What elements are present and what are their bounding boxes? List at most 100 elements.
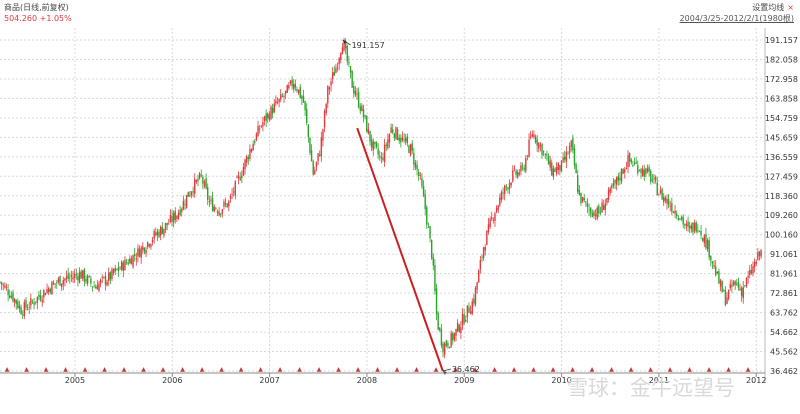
candle-body — [189, 194, 191, 197]
candle-body — [747, 275, 749, 278]
event-marker: ▲ — [180, 366, 185, 373]
candle-body — [104, 275, 107, 285]
candle-body — [679, 218, 681, 220]
candle-body — [628, 153, 631, 162]
candle-body — [369, 130, 371, 142]
candle-body — [430, 240, 433, 259]
candle-body — [753, 262, 756, 268]
candle-body — [721, 281, 723, 293]
candle-body — [85, 279, 87, 282]
x-tick-label: 2009 — [454, 376, 474, 385]
y-tick-label: 63.762 — [770, 309, 798, 318]
candle-body — [383, 144, 386, 162]
candle-body — [740, 287, 743, 297]
candle-body — [468, 307, 470, 313]
event-marker: ▲ — [278, 366, 283, 373]
candle-body — [635, 162, 637, 164]
event-marker: ▲ — [707, 366, 712, 373]
candle-body — [518, 172, 521, 175]
candle-body — [88, 275, 90, 277]
candle-body — [333, 72, 336, 76]
candle-body — [698, 230, 701, 232]
event-marker: ▲ — [726, 366, 731, 373]
candle-body — [620, 168, 623, 182]
candle-body — [64, 278, 66, 281]
candle-body — [133, 254, 136, 257]
candle-body — [38, 294, 40, 298]
candle-body — [450, 332, 452, 347]
candle-body — [406, 136, 409, 144]
annotation-label: 36.462 — [452, 365, 480, 374]
candle-body — [677, 218, 680, 220]
candle-body — [325, 103, 327, 113]
candle-body — [536, 139, 538, 146]
candle-body — [573, 148, 576, 166]
candle-body — [346, 46, 348, 62]
event-marker: ▲ — [629, 366, 634, 373]
candle-body — [267, 113, 269, 119]
candle-body — [140, 247, 142, 258]
candle-body — [343, 42, 345, 51]
candle-body — [103, 276, 105, 278]
candle-body — [575, 164, 577, 174]
candle-body — [742, 287, 744, 299]
candle-body — [228, 200, 230, 207]
candle-body — [585, 201, 587, 203]
candle-body — [98, 283, 100, 291]
event-marker: ▲ — [239, 366, 244, 373]
candle-body — [598, 205, 600, 214]
candle-body — [372, 141, 374, 151]
date-range-link[interactable]: 2004/3/25-2012/2/1(1980根) — [679, 14, 794, 23]
candle-body — [568, 146, 571, 154]
candle-body — [0, 282, 3, 285]
candle-body — [86, 276, 89, 284]
candle-body — [572, 138, 574, 151]
chart-header-right: 设置均线 × 2004/3/25-2012/2/1(1980根) — [680, 2, 794, 24]
candle-body — [294, 83, 297, 88]
candle-body — [281, 95, 284, 97]
candle-body — [680, 216, 683, 220]
candle-body — [552, 168, 555, 177]
candle-body — [653, 177, 655, 179]
candle-body — [443, 343, 446, 355]
candle-body — [755, 261, 757, 264]
candle-body — [434, 265, 436, 292]
candle-body — [73, 273, 76, 279]
candle-body — [703, 235, 706, 244]
candle-body — [245, 156, 248, 163]
candle-body — [416, 164, 418, 170]
y-tick-label: 72.861 — [770, 289, 798, 298]
close-icon[interactable]: × — [787, 3, 794, 12]
candle-body — [121, 261, 123, 270]
event-marker: ▲ — [83, 366, 88, 373]
candle-body — [356, 93, 358, 95]
candle-body — [447, 343, 449, 347]
candle-body — [194, 178, 196, 194]
candle-body — [96, 285, 99, 290]
candle-body — [77, 275, 79, 281]
event-marker: ▲ — [336, 366, 341, 373]
event-marker: ▲ — [746, 366, 751, 373]
event-marker: ▲ — [356, 366, 361, 373]
candle-body — [615, 177, 618, 185]
y-tick-label: 36.462 — [770, 367, 798, 376]
candle-body — [487, 223, 490, 232]
candle-body — [322, 129, 324, 141]
grid-lines — [0, 28, 765, 372]
candle-body — [732, 281, 735, 286]
candle-body — [23, 302, 26, 317]
event-marker: ▲ — [375, 366, 380, 373]
candle-body — [700, 231, 702, 236]
candle-body — [710, 255, 712, 261]
candle-body — [645, 168, 647, 175]
candle-body — [101, 276, 103, 278]
candle-body — [547, 155, 550, 165]
ma-settings-button[interactable]: 设置均线 — [752, 3, 785, 12]
candle-body — [174, 210, 176, 220]
candle-body — [158, 231, 160, 237]
candle-body — [286, 85, 288, 93]
candle-body — [512, 170, 514, 182]
candle-body — [262, 122, 264, 127]
candle-body — [122, 262, 125, 272]
candle-body — [460, 327, 462, 334]
